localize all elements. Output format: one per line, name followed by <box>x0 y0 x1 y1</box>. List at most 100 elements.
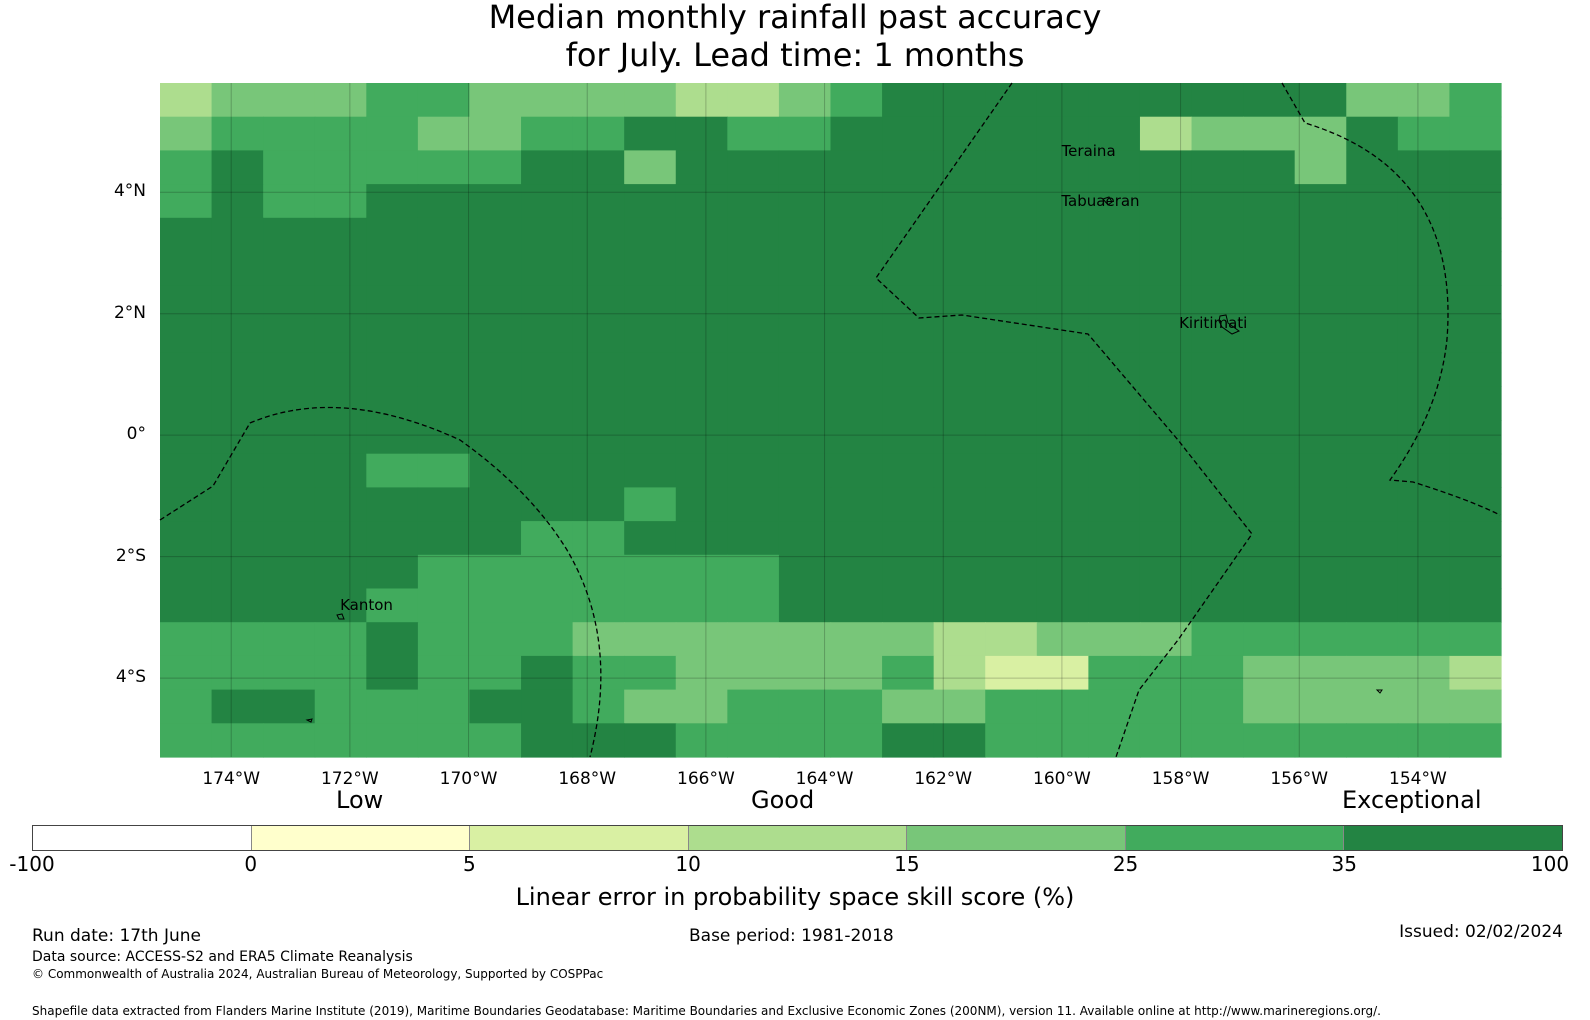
skill-cell <box>211 285 264 320</box>
skill-cell <box>675 689 728 724</box>
skill-cell <box>211 521 264 556</box>
skill-cell <box>263 554 316 590</box>
skill-cell <box>675 352 728 387</box>
skill-cell <box>624 622 677 657</box>
skill-cell <box>1036 318 1089 354</box>
skill-cell <box>469 184 522 219</box>
skill-cell <box>211 622 264 657</box>
skill-cell <box>314 622 367 657</box>
skill-cell <box>727 352 780 387</box>
skill-cell <box>572 150 625 185</box>
skill-cell <box>1139 184 1193 219</box>
skill-cell <box>160 386 213 421</box>
skill-cell <box>572 453 625 488</box>
skill-cell <box>263 83 316 118</box>
skill-cell <box>1088 554 1141 590</box>
base-period: Base period: 1981-2018 <box>689 926 894 946</box>
skill-cell <box>469 487 522 522</box>
skill-cell <box>1346 453 1399 488</box>
skill-cell <box>1243 318 1296 354</box>
skill-cell <box>572 420 625 455</box>
skill-cell <box>933 251 986 286</box>
skill-cell <box>314 588 367 623</box>
skill-cell <box>1243 554 1296 590</box>
skill-cell <box>1294 285 1347 320</box>
skill-cell <box>1294 217 1347 253</box>
eez-boundary-kiribati-line <box>875 82 1253 758</box>
skill-cell <box>675 116 728 151</box>
skill-cell <box>1346 150 1399 185</box>
skill-cell <box>1243 150 1296 185</box>
skill-cell <box>263 116 316 151</box>
skill-cell <box>675 723 728 758</box>
skill-cell <box>211 386 264 421</box>
skill-cell <box>1036 386 1089 421</box>
skill-cell <box>1139 588 1193 623</box>
skill-cell <box>1397 318 1451 354</box>
graticule <box>160 83 1501 757</box>
skill-cell <box>211 318 264 354</box>
skill-cell <box>314 116 367 151</box>
skill-cell <box>572 723 625 758</box>
skill-cell <box>1191 689 1244 724</box>
skill-cell <box>211 251 264 286</box>
legend-category-good: Good <box>751 786 815 814</box>
longitude-tick-label: 172°W <box>320 769 379 789</box>
skill-cell <box>778 83 832 118</box>
skill-cell <box>1139 487 1193 522</box>
skill-cell <box>1036 285 1089 320</box>
skill-cell <box>469 554 522 590</box>
skill-cell <box>1243 655 1296 691</box>
skill-cell <box>521 352 574 387</box>
skill-cell <box>417 588 471 623</box>
skill-cell <box>985 386 1038 421</box>
skill-cell <box>1449 116 1502 151</box>
skill-cell <box>675 386 728 421</box>
longitude-tick-label: 166°W <box>677 769 735 789</box>
place-label: Teraina <box>1061 142 1116 160</box>
skill-cell <box>624 554 677 590</box>
skill-cell <box>1294 554 1347 590</box>
skill-cell <box>1397 723 1451 758</box>
skill-cell <box>211 723 264 758</box>
skill-cell <box>985 655 1038 691</box>
skill-cell <box>521 83 574 118</box>
skill-cell <box>160 723 213 758</box>
skill-cell <box>778 453 832 488</box>
skill-cell <box>1191 420 1244 455</box>
skill-cell <box>882 83 935 118</box>
skill-cell <box>1088 655 1141 691</box>
skill-cell <box>1088 588 1141 623</box>
skill-cell <box>417 487 471 522</box>
skill-cell <box>366 352 419 387</box>
skill-cell <box>1449 184 1502 219</box>
skill-cell <box>1243 386 1296 421</box>
skill-cell <box>469 386 522 421</box>
skill-cell <box>263 217 316 253</box>
skill-cell <box>1346 554 1399 590</box>
colorbar-segment <box>688 826 908 850</box>
colorbar-tick-label: 15 <box>894 852 920 876</box>
skill-cell <box>1139 521 1193 556</box>
longitude-tick-label: 154°W <box>1389 769 1447 789</box>
skill-cell <box>1243 83 1296 118</box>
skill-cell <box>263 622 316 657</box>
skill-cell <box>624 285 677 320</box>
skill-cell <box>830 285 883 320</box>
skill-cell <box>727 184 780 219</box>
skill-cell <box>778 150 832 185</box>
skill-cell <box>624 453 677 488</box>
eez-boundary-line-islands-east <box>1281 82 1501 516</box>
colorbar-segment <box>1125 826 1345 850</box>
skill-cell <box>985 83 1038 118</box>
skill-cell <box>778 588 832 623</box>
skill-cell <box>985 689 1038 724</box>
skill-cell <box>830 521 883 556</box>
skill-cell <box>1243 352 1296 387</box>
skill-cell <box>1449 588 1502 623</box>
skill-cell <box>1397 420 1451 455</box>
skill-cell <box>727 622 780 657</box>
skill-cell <box>624 352 677 387</box>
skill-cell <box>263 150 316 185</box>
skill-cell <box>1294 689 1347 724</box>
